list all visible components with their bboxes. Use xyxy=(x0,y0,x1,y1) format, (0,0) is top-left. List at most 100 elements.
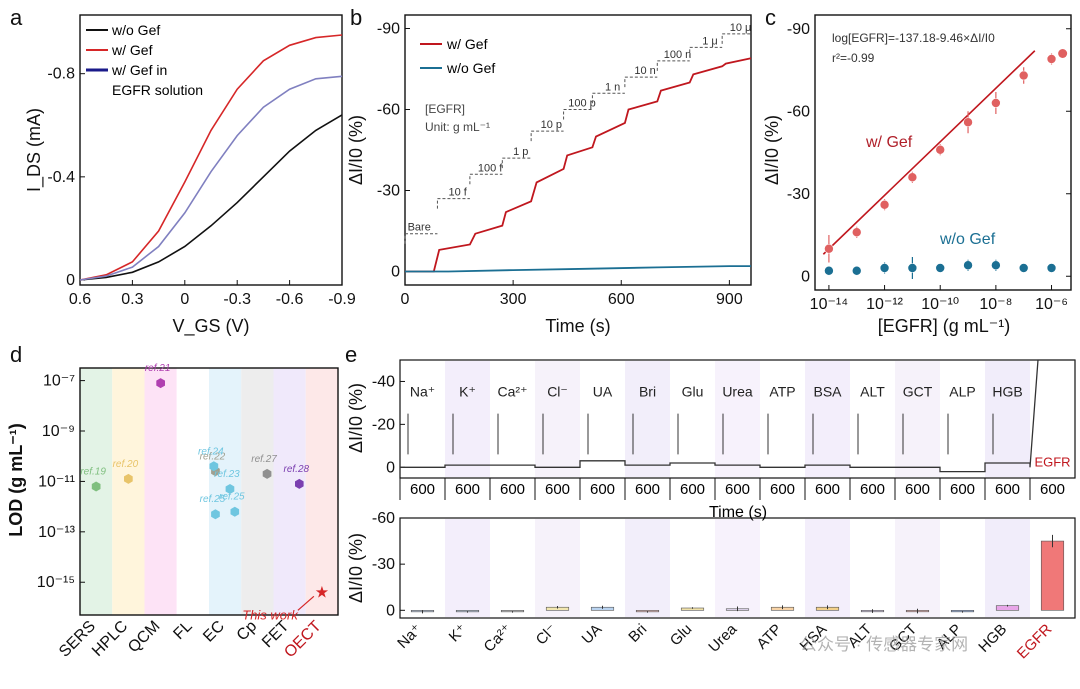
chart-a: 0.6 0.3 0 -0.3 -0.6 -0.9 0 -0.4 -0.8 w/o Gef w/ … xyxy=(24,14,356,337)
trace-label-e: Urea xyxy=(722,383,753,399)
w-gef-point xyxy=(907,172,918,183)
legend-a-3: EGFR solution xyxy=(112,82,203,98)
fit-line-c xyxy=(822,50,1036,255)
chart-b: 0 300 600 900 -90 -60 -30 0 Bare 10 f 100 f 1 p 10 … xyxy=(346,14,752,336)
segment-duration-e: 600 xyxy=(545,481,570,498)
chart-d-frame xyxy=(79,367,339,616)
band-e-bottom xyxy=(850,519,895,617)
wo-gef-point xyxy=(907,263,918,273)
this-work-label: This work xyxy=(242,607,299,622)
step-label-b: 100 n xyxy=(664,49,692,61)
panel-letter-e: e xyxy=(345,342,357,367)
tick-label-b-x: 900 xyxy=(716,291,743,308)
wo-gef-point xyxy=(935,263,946,273)
tick-label-b-x: 300 xyxy=(500,291,527,308)
band-e-bottom xyxy=(625,519,670,617)
band-e-top xyxy=(445,361,490,477)
band-e-top xyxy=(715,361,760,477)
tick-label-c-y: -90 xyxy=(787,21,810,38)
tick-label-c-x: 10⁻⁶ xyxy=(1035,296,1068,313)
bar-e xyxy=(1040,540,1065,611)
band-e-bottom xyxy=(490,519,535,617)
w-gef-point xyxy=(1018,70,1029,81)
legend-a-0: w/o Gef xyxy=(111,22,160,38)
chart-e-xlabel-top: Time (s) xyxy=(709,504,767,521)
tick-label-d-y: 10⁻¹¹ xyxy=(38,473,75,490)
tick-label-b-y: -90 xyxy=(377,21,400,38)
chart-e-bottom-frame xyxy=(399,517,1076,619)
legend-a-1: w/ Gef xyxy=(111,42,153,58)
lod-point xyxy=(156,378,165,389)
series-a-2 xyxy=(79,75,343,281)
chart-c-equation: log[EGFR]=-137.18-9.46×ΔI/I0 xyxy=(832,31,995,45)
segment-duration-e: 600 xyxy=(815,481,840,498)
tick-label-c-y: -60 xyxy=(787,103,810,120)
lod-point xyxy=(225,484,235,494)
band-e-bottom xyxy=(580,519,625,617)
band-d xyxy=(176,368,209,615)
band-e-bottom xyxy=(715,519,760,617)
step-label-b: 1 p xyxy=(513,146,528,158)
tick-label-d-y: 10⁻⁹ xyxy=(42,423,75,440)
tick-label-e-top-y: -20 xyxy=(372,416,395,433)
lod-point-label: ref.25 xyxy=(219,492,245,503)
chart-c-frame xyxy=(814,14,1072,291)
band-e-bottom xyxy=(760,519,805,617)
tick-label-a-y: 0 xyxy=(66,272,75,289)
step-label-b: Bare xyxy=(408,222,431,234)
lod-point-label: ref.27 xyxy=(251,454,277,465)
category-label-e: Urea xyxy=(705,620,740,655)
segment-duration-e: 600 xyxy=(590,481,615,498)
trace-e xyxy=(400,359,1075,473)
band-e-top xyxy=(805,361,850,477)
chart-c-label-w-gef: w/ Gef xyxy=(865,134,913,151)
panel-letter-d: d xyxy=(10,342,22,367)
category-label-d: OECT xyxy=(281,618,325,662)
step-box-b xyxy=(656,60,690,71)
band-e-top xyxy=(940,361,985,477)
tick-label-a-y: -0.8 xyxy=(47,66,75,83)
band-e-bottom xyxy=(895,519,940,617)
tick-label-b-y: 0 xyxy=(391,264,400,281)
step-label-b: 10 p xyxy=(541,119,562,131)
category-label-e: Glu xyxy=(667,621,696,650)
lod-point xyxy=(230,506,240,517)
tick-label-e-bottom-y: 0 xyxy=(386,602,395,619)
w-gef-point xyxy=(1046,54,1057,64)
w-gef-point-last xyxy=(1058,49,1068,58)
step-box-b xyxy=(563,109,593,120)
chart-d-ylabel: LOD (g mL⁻¹) xyxy=(6,423,26,536)
w-gef-point xyxy=(879,199,890,210)
trace-label-e: Glu xyxy=(682,383,704,399)
category-label-d: FL xyxy=(170,618,195,643)
band-d xyxy=(209,368,242,615)
tick-label-e-top-y: 0 xyxy=(386,459,395,476)
tick-label-a-x: 0.3 xyxy=(121,291,143,308)
tick-label-a-x: -0.3 xyxy=(223,291,251,308)
w-gef-point xyxy=(963,117,973,128)
tick-label-b-x: 0 xyxy=(401,291,410,308)
lod-point xyxy=(91,481,101,492)
panel-letter-b: b xyxy=(350,5,362,30)
band-d xyxy=(112,368,145,615)
lod-point-label: ref.25 xyxy=(200,494,226,505)
trace-label-e: Bri xyxy=(639,383,656,399)
w-gef-point xyxy=(991,98,1001,108)
trace-label-e: HGB xyxy=(992,383,1022,399)
tick-label-c-x: 10⁻¹⁴ xyxy=(810,296,849,313)
step-label-b: 10 n xyxy=(634,65,655,77)
band-d xyxy=(241,368,274,615)
tick-label-e-top-y: -40 xyxy=(372,373,395,390)
chart-c-xlabel: [EGFR] (g mL⁻¹) xyxy=(878,316,1011,336)
trace-label-e: ATP xyxy=(769,383,795,399)
segment-duration-e: 600 xyxy=(680,481,705,498)
band-d xyxy=(273,368,306,615)
w-gef-point xyxy=(935,144,946,155)
w-gef-point xyxy=(824,243,834,254)
trace-label-e: ALT xyxy=(860,383,885,399)
category-label-e: Cl⁻ xyxy=(533,621,561,649)
step-box-b xyxy=(469,173,503,185)
band-e-top xyxy=(985,361,1030,477)
